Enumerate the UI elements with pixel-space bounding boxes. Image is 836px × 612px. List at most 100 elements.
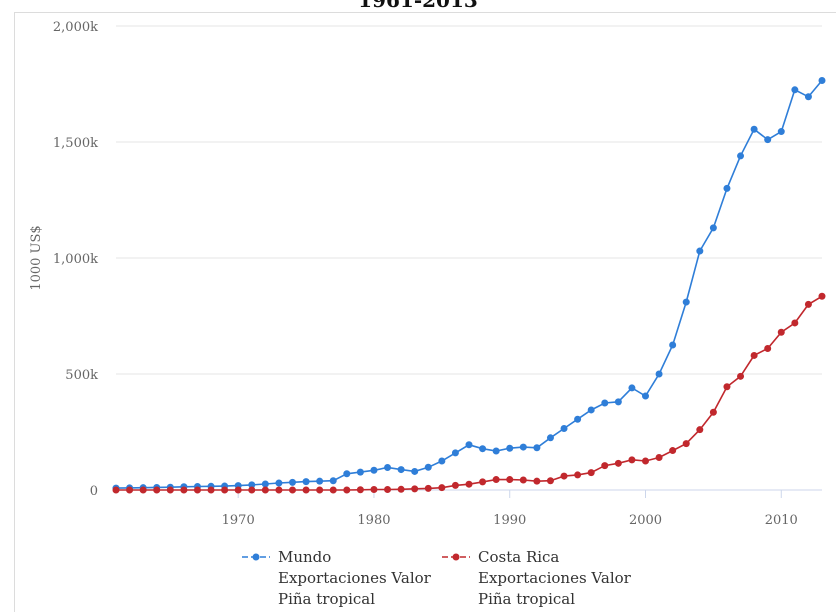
data-point (438, 457, 446, 465)
data-point (614, 398, 622, 406)
data-point (601, 399, 609, 407)
data-point (166, 486, 174, 494)
data-point (112, 486, 120, 494)
data-point (207, 486, 215, 494)
data-point (723, 184, 731, 192)
data-point (737, 372, 745, 380)
data-point (479, 445, 487, 453)
data-point (261, 486, 269, 494)
data-point (723, 383, 731, 391)
legend-label-line: Piña tropical (478, 590, 575, 608)
data-point (737, 152, 745, 160)
data-point (628, 384, 636, 392)
x-tick-label: 1970 (222, 513, 255, 528)
data-point (289, 486, 296, 494)
data-point (451, 481, 459, 489)
data-point (777, 328, 785, 336)
data-point (126, 486, 134, 494)
data-point (193, 486, 201, 494)
data-point (574, 415, 582, 423)
legend-label-line: Mundo (278, 548, 331, 566)
data-point (533, 444, 541, 452)
data-point (370, 486, 378, 494)
legend-marker (252, 553, 260, 561)
legend-label-line: Piña tropical (278, 590, 375, 608)
data-point (533, 477, 541, 485)
legend-label-line: Exportaciones Valor (278, 569, 432, 587)
data-point (696, 426, 704, 434)
data-point (479, 478, 487, 486)
data-point (356, 468, 364, 476)
data-point (546, 477, 554, 485)
data-point (275, 479, 283, 487)
data-point (329, 477, 337, 485)
data-point (289, 478, 296, 486)
data-point (316, 477, 324, 485)
y-tick-label: 0 (90, 484, 98, 499)
legend[interactable]: Mundo Exportaciones Valor Piña tropicalCos… (242, 548, 632, 608)
data-point (669, 341, 677, 349)
data-point (438, 484, 446, 492)
data-point (465, 441, 473, 449)
data-point (791, 319, 799, 327)
data-point (397, 466, 405, 474)
data-point (139, 486, 147, 494)
data-point (153, 486, 161, 494)
data-point (506, 476, 514, 484)
y-tick-label: 2,000k (53, 20, 98, 35)
legend-label-line: Exportaciones Valor (478, 569, 632, 587)
x-tick-label: 1990 (493, 513, 526, 528)
chart-frame (14, 12, 836, 612)
series-line (116, 295, 823, 491)
data-point (384, 486, 392, 494)
data-point (343, 486, 351, 494)
data-point (546, 434, 554, 442)
data-point (804, 93, 812, 101)
data-point (248, 481, 256, 489)
data-point (180, 486, 188, 494)
legend-label: Costa Rica Exportaciones Valor Piña tropic… (478, 548, 632, 608)
x-tick-label: 2000 (629, 513, 662, 528)
data-point (261, 480, 269, 488)
data-point (302, 478, 310, 486)
data-point (221, 486, 229, 494)
data-point (696, 247, 704, 255)
legend-item-1[interactable]: Mundo Exportaciones Valor Piña tropical (242, 548, 432, 608)
data-point (370, 466, 378, 474)
data-point (587, 469, 595, 477)
data-point (451, 449, 459, 457)
data-point (601, 462, 609, 470)
data-point (397, 485, 405, 493)
data-point (329, 486, 337, 494)
series-2 (112, 292, 826, 494)
data-point (560, 425, 568, 433)
legend-item-2[interactable]: Costa Rica Exportaciones Valor Piña tropic… (442, 548, 632, 608)
data-point (628, 456, 636, 464)
data-point (411, 485, 419, 493)
data-point (492, 476, 500, 484)
data-point (764, 344, 772, 352)
data-point (384, 463, 392, 471)
x-tick-label: 1980 (357, 513, 390, 528)
data-point (818, 77, 826, 85)
data-point (248, 486, 256, 494)
y-axis-title: 1000 US$ (29, 225, 44, 290)
data-point (302, 486, 310, 494)
series-1 (112, 77, 826, 492)
chart-title: 1961-2013 (358, 0, 478, 12)
y-tick-label: 500k (65, 368, 98, 383)
data-point (655, 370, 663, 378)
y-tick-label: 1,500k (53, 136, 98, 151)
data-point (519, 476, 527, 484)
legend-label-line: Costa Rica (478, 548, 559, 566)
data-point (777, 128, 785, 136)
data-point (669, 447, 677, 455)
data-point (709, 408, 717, 416)
data-point (682, 440, 690, 448)
data-point (343, 470, 351, 478)
data-point (492, 447, 500, 455)
legend-label: Mundo Exportaciones Valor Piña tropical (278, 548, 432, 608)
data-point (316, 486, 324, 494)
